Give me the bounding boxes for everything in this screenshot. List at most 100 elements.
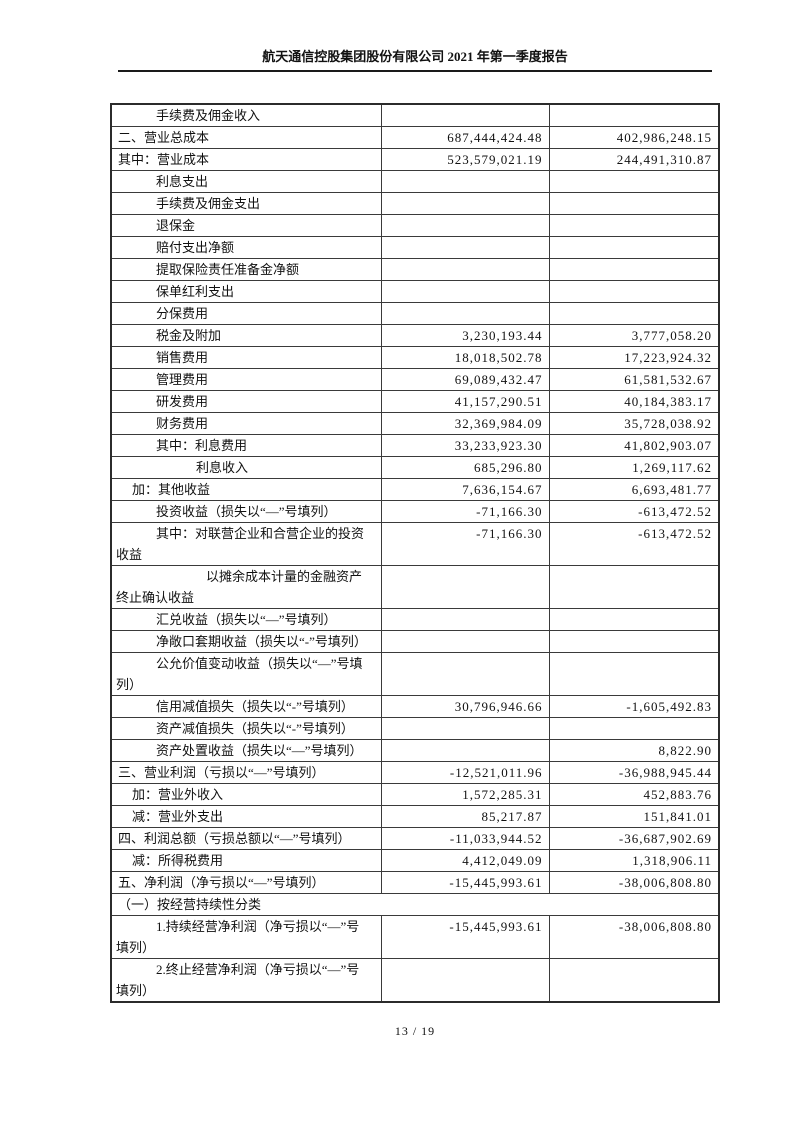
table-row: 销售费用 18,018,502.78 17,223,924.32 [110, 346, 720, 369]
row-label: 二、营业总成本 [110, 126, 382, 149]
row-label: 信用减值损失（损失以“-”号填列） [110, 695, 382, 718]
current-period-value [380, 236, 550, 259]
current-period-value [380, 192, 550, 215]
table-row: 管理费用 69,089,432.47 61,581,532.67 [110, 368, 720, 391]
current-period-value: 1,572,285.31 [380, 783, 550, 806]
current-period-value: 41,157,290.51 [380, 390, 550, 413]
prior-period-value: -38,006,808.80 [548, 915, 720, 959]
current-period-value: -11,033,944.52 [380, 827, 550, 850]
current-period-value: -12,521,011.96 [380, 761, 550, 784]
current-period-value [380, 630, 550, 653]
table-row: 资产减值损失（损失以“-”号填列） [110, 717, 720, 740]
current-period-value [380, 652, 550, 696]
prior-period-value: 6,693,481.77 [548, 478, 720, 501]
current-period-value: 3,230,193.44 [380, 324, 550, 347]
table-row: 五、净利润（净亏损以“—”号填列） -15,445,993.61 -38,006,8… [110, 871, 720, 894]
current-period-value: 69,089,432.47 [380, 368, 550, 391]
prior-period-value: 1,318,906.11 [548, 849, 720, 872]
current-period-value: -71,166.30 [380, 522, 550, 566]
prior-period-value [548, 258, 720, 281]
row-label: 赔付支出净额 [110, 236, 382, 259]
table-row: 减：营业外支出 85,217.87 151,841.01 [110, 805, 720, 828]
table-row: 公允价值变动收益（损失以“—”号填列） [110, 652, 720, 696]
current-period-value: 523,579,021.19 [380, 148, 550, 171]
current-period-value: 18,018,502.78 [380, 346, 550, 369]
prior-period-value [548, 630, 720, 653]
row-label: 五、净利润（净亏损以“—”号填列） [110, 871, 382, 894]
table-row: 四、利润总额（亏损总额以“—”号填列） -11,033,944.52 -36,687… [110, 827, 720, 850]
current-period-value [380, 214, 550, 237]
prior-period-value: -38,006,808.80 [548, 871, 720, 894]
prior-period-value: 35,728,038.92 [548, 412, 720, 435]
row-label: 其中：对联营企业和合营企业的投资收益 [110, 522, 382, 566]
current-period-value: 4,412,049.09 [380, 849, 550, 872]
current-period-value: 32,369,984.09 [380, 412, 550, 435]
prior-period-value: -613,472.52 [548, 500, 720, 523]
row-label: 四、利润总额（亏损总额以“—”号填列） [110, 827, 382, 850]
prior-period-value [548, 236, 720, 259]
row-label: 提取保险责任准备金净额 [110, 258, 382, 281]
income-statement-table: 手续费及佣金收入 二、营业总成本 687,444,424.48 402,986,248… [110, 103, 720, 1003]
row-label: 投资收益（损失以“—”号填列） [110, 500, 382, 523]
prior-period-value: 402,986,248.15 [548, 126, 720, 149]
prior-period-value: 244,491,310.87 [548, 148, 720, 171]
page-title: 航天通信控股集团股份有限公司 2021 年第一季度报告 [262, 49, 568, 64]
row-label: 减：所得税费用 [110, 849, 382, 872]
prior-period-value: 3,777,058.20 [548, 324, 720, 347]
current-period-value [380, 258, 550, 281]
row-label: 保单红利支出 [110, 280, 382, 303]
table-row: 税金及附加 3,230,193.44 3,777,058.20 [110, 324, 720, 347]
current-period-value [380, 103, 550, 127]
current-period-value: 7,636,154.67 [380, 478, 550, 501]
table-row: （一）按经营持续性分类 [110, 893, 720, 916]
row-label: 汇兑收益（损失以“—”号填列） [110, 608, 382, 631]
row-label: 销售费用 [110, 346, 382, 369]
prior-period-value: 40,184,383.17 [548, 390, 720, 413]
row-label: 其中：利息费用 [110, 434, 382, 457]
table-row: 汇兑收益（损失以“—”号填列） [110, 608, 720, 631]
prior-period-value [548, 302, 720, 325]
row-label: 三、营业利润（亏损以“—”号填列） [110, 761, 382, 784]
table-row: 手续费及佣金收入 [110, 103, 720, 127]
row-label: 1.持续经营净利润（净亏损以“—”号填列） [110, 915, 382, 959]
row-label: 财务费用 [110, 412, 382, 435]
prior-period-value: 17,223,924.32 [548, 346, 720, 369]
row-label: 利息收入 [110, 456, 382, 479]
prior-period-value [548, 214, 720, 237]
table-row: 手续费及佣金支出 [110, 192, 720, 215]
row-label: 2.终止经营净利润（净亏损以“—”号填列） [110, 958, 382, 1003]
prior-period-value [548, 958, 720, 1003]
table-row: 二、营业总成本 687,444,424.48 402,986,248.15 [110, 126, 720, 149]
table-row: 投资收益（损失以“—”号填列） -71,166.30 -613,472.52 [110, 500, 720, 523]
row-label: 以摊余成本计量的金融资产终止确认收益 [110, 565, 382, 609]
table-row: 分保费用 [110, 302, 720, 325]
prior-period-value: 452,883.76 [548, 783, 720, 806]
table-row: 财务费用 32,369,984.09 35,728,038.92 [110, 412, 720, 435]
table-row: 减：所得税费用 4,412,049.09 1,318,906.11 [110, 849, 720, 872]
current-period-value: 687,444,424.48 [380, 126, 550, 149]
table-row: 信用减值损失（损失以“-”号填列） 30,796,946.66 -1,605,492… [110, 695, 720, 718]
row-label: 加：其他收益 [110, 478, 382, 501]
row-label: 加：营业外收入 [110, 783, 382, 806]
table-row: 赔付支出净额 [110, 236, 720, 259]
prior-period-value [548, 192, 720, 215]
prior-period-value: 41,802,903.07 [548, 434, 720, 457]
prior-period-value [548, 103, 720, 127]
current-period-value: -15,445,993.61 [380, 915, 550, 959]
current-period-value: 85,217.87 [380, 805, 550, 828]
prior-period-value: 1,269,117.62 [548, 456, 720, 479]
table-row: 退保金 [110, 214, 720, 237]
row-label: 利息支出 [110, 170, 382, 193]
row-label: 减：营业外支出 [110, 805, 382, 828]
table-row: 以摊余成本计量的金融资产终止确认收益 [110, 565, 720, 609]
current-period-value: 30,796,946.66 [380, 695, 550, 718]
prior-period-value [548, 170, 720, 193]
row-label: 手续费及佣金支出 [110, 192, 382, 215]
current-period-value [380, 739, 550, 762]
current-period-value [380, 565, 550, 609]
current-period-value [380, 958, 550, 1003]
table-row: 保单红利支出 [110, 280, 720, 303]
row-label: 管理费用 [110, 368, 382, 391]
prior-period-value: -36,687,902.69 [548, 827, 720, 850]
